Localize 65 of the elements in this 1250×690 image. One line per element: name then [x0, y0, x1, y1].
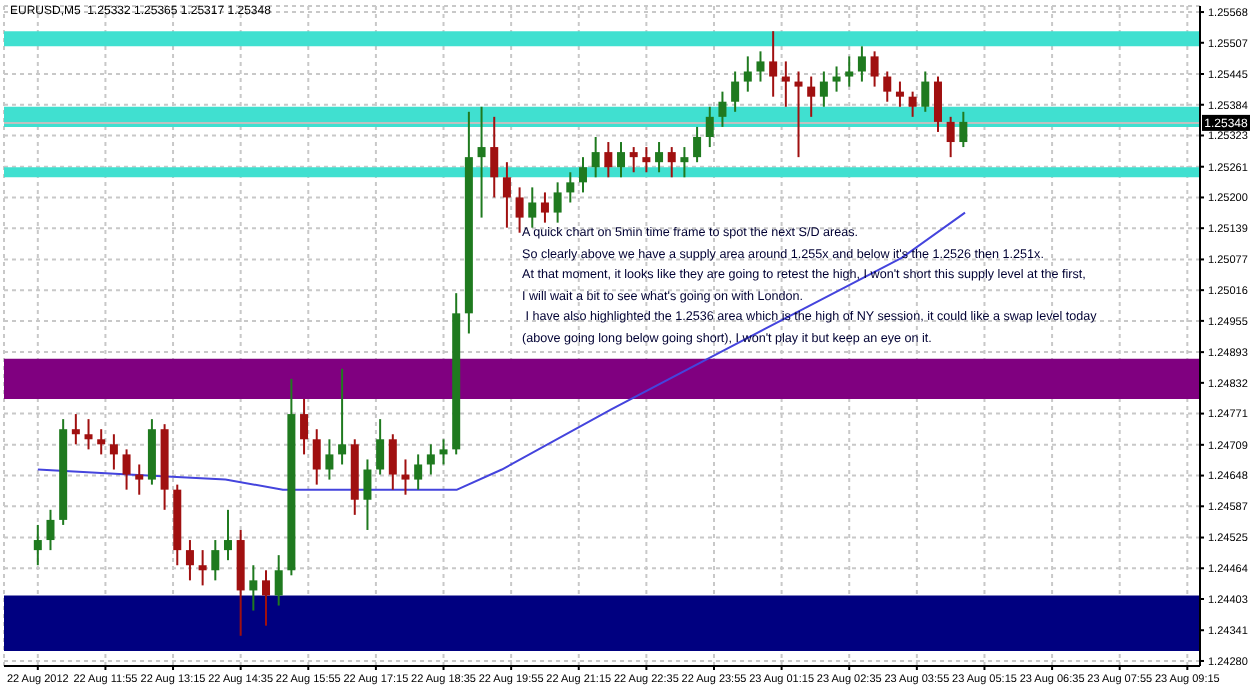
candlestick: [515, 186, 524, 234]
candlestick: [490, 115, 499, 199]
candlestick: [883, 70, 892, 103]
candlestick: [819, 70, 828, 108]
candlestick: [946, 115, 955, 159]
candlestick: [604, 141, 613, 179]
candlestick: [693, 125, 702, 164]
candlestick: [553, 181, 562, 224]
candlestick: [718, 90, 727, 128]
candlestick: [198, 549, 207, 587]
candlestick: [769, 30, 778, 98]
candlestick: [325, 438, 334, 481]
candlestick: [262, 569, 271, 627]
candlestick: [109, 433, 118, 471]
candlestick: [414, 453, 423, 491]
candlestick: [629, 146, 638, 174]
candlestick: [921, 70, 930, 113]
candlestick: [274, 554, 283, 607]
candlestick: [781, 60, 790, 108]
candlestick: [84, 418, 93, 451]
candlestick: [97, 428, 106, 456]
candlestick: [502, 161, 511, 229]
candlestick: [857, 45, 866, 83]
candlestick: [33, 523, 42, 567]
candlestick: [731, 70, 740, 113]
candlestick: [540, 191, 549, 224]
candlestick: [401, 458, 410, 496]
candlestick: [46, 508, 55, 552]
candlestick: [895, 80, 904, 108]
candlestick: [908, 90, 917, 118]
candlestick: [376, 418, 385, 476]
candlestick: [223, 508, 232, 562]
candlestick: [122, 448, 131, 491]
candlestick: [870, 50, 879, 88]
candlestick: [743, 55, 752, 93]
candlestick: [312, 428, 321, 486]
candlestick: [845, 55, 854, 88]
candlestick: [566, 171, 575, 204]
candlestick: [300, 397, 309, 456]
candlestick: [642, 146, 651, 174]
candlestick: [135, 463, 144, 496]
candlestick: [71, 413, 80, 446]
candlestick: [363, 458, 372, 531]
candlestick: [338, 367, 347, 466]
candlestick: [680, 146, 689, 179]
candlestick: [667, 146, 676, 179]
candlestick: [578, 156, 587, 194]
candlestick: [591, 135, 600, 179]
candlestick: [617, 141, 626, 179]
candlestick: [705, 105, 714, 149]
candlestick: [185, 539, 194, 582]
candlestick: [959, 110, 968, 149]
candlestick: [388, 433, 397, 491]
candlestick: [439, 438, 448, 466]
candlestick: [832, 65, 841, 93]
candlestick: [528, 186, 537, 229]
candlestick: [807, 75, 816, 118]
candlestick: [794, 70, 803, 159]
candlestick: [211, 539, 220, 582]
candlestick: [249, 564, 258, 612]
candlestick: [933, 75, 942, 133]
candlestick: [756, 50, 765, 83]
candlestick: [426, 443, 435, 476]
candlestick: [655, 141, 664, 174]
candlestick: [477, 105, 486, 219]
